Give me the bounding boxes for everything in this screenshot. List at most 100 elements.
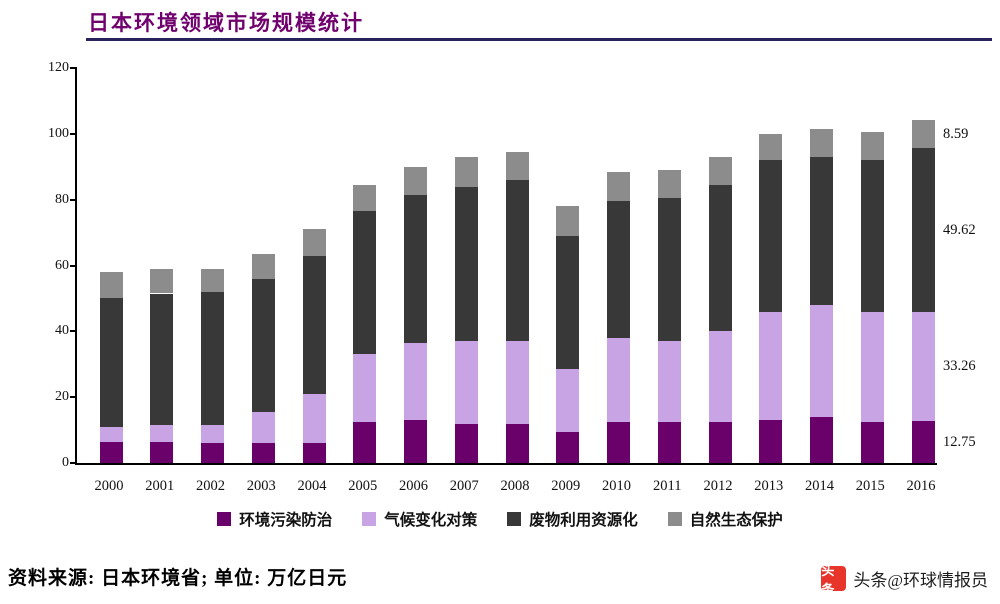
bar-segment bbox=[251, 411, 275, 444]
bar-segment bbox=[454, 186, 478, 342]
value-label: 49.62 bbox=[943, 221, 976, 238]
bar-segment bbox=[302, 393, 326, 444]
toutiao-logo-icon: 头条 bbox=[821, 563, 847, 597]
legend-label: 废物利用资源化 bbox=[529, 512, 638, 529]
legend-swatch bbox=[507, 512, 522, 526]
bar-segment bbox=[353, 421, 377, 463]
bar-segment bbox=[353, 211, 377, 355]
y-tick-mark bbox=[70, 264, 77, 267]
bar-segment bbox=[911, 311, 935, 422]
x-tick-label: 2016 bbox=[906, 478, 936, 494]
y-tick-mark bbox=[70, 198, 77, 201]
bar-segment bbox=[810, 156, 833, 305]
bar-segment bbox=[911, 421, 935, 463]
bar-segment bbox=[657, 341, 681, 422]
bar-segment bbox=[556, 235, 580, 370]
bar-segment bbox=[708, 156, 732, 185]
y-tick-label: 120 bbox=[48, 60, 69, 75]
x-tick-label: 2006 bbox=[399, 478, 428, 494]
legend-item: 废物利用资源化 bbox=[507, 508, 638, 530]
x-tick-label: 2007 bbox=[449, 478, 479, 494]
plot-area: 8.59 49.62 33.26 12.75 bbox=[70, 67, 976, 465]
bar-segment bbox=[556, 206, 580, 236]
value-label: 12.75 bbox=[943, 434, 976, 451]
bar-segment bbox=[810, 305, 833, 417]
legend-label: 自然生态保护 bbox=[689, 512, 783, 529]
legend: 环境污染防治 气候变化对策 废物利用资源化 自然生态保护 bbox=[0, 508, 1000, 530]
bar-segment bbox=[607, 421, 630, 463]
y-tick-label: 60 bbox=[55, 257, 69, 273]
bar-segment bbox=[860, 311, 884, 422]
bar-segment bbox=[99, 272, 123, 299]
bar-segment bbox=[657, 198, 681, 342]
bar-segment bbox=[556, 431, 580, 463]
x-tick-label: 2000 bbox=[94, 478, 124, 494]
legend-swatch bbox=[362, 512, 377, 526]
bar-segment bbox=[201, 443, 224, 463]
legend-item: 气候变化对策 bbox=[362, 508, 477, 530]
bar-segment bbox=[251, 253, 275, 279]
y-tick-mark bbox=[70, 330, 77, 333]
x-axis: 2000 2001 2002 2003 2004 2005 2006 2007 2008 2009… bbox=[75, 471, 955, 494]
bar-segment bbox=[860, 132, 884, 161]
x-tick-label: 2005 bbox=[348, 478, 378, 494]
bar-segment bbox=[404, 166, 427, 195]
x-tick-label: 2004 bbox=[297, 478, 327, 494]
x-tick-label: 2015 bbox=[855, 478, 885, 494]
bar-segment bbox=[759, 311, 783, 421]
x-tick-label: 2008 bbox=[500, 478, 530, 494]
value-label: 33.26 bbox=[943, 358, 976, 375]
bar-segment bbox=[607, 201, 630, 338]
x-tick-label: 2011 bbox=[653, 478, 682, 494]
x-tick-label: 2010 bbox=[602, 478, 631, 494]
bar-segment bbox=[150, 425, 174, 442]
bar-segment bbox=[657, 170, 681, 199]
y-tick-label: 20 bbox=[55, 389, 69, 405]
x-tick-label: 2003 bbox=[246, 478, 276, 494]
legend-label: 环境污染防治 bbox=[239, 512, 333, 529]
x-tick-label: 2012 bbox=[703, 478, 733, 494]
bar-segment bbox=[810, 128, 833, 157]
bar-segment bbox=[454, 341, 478, 424]
bar-segment bbox=[454, 156, 478, 187]
bar-segment bbox=[759, 160, 783, 312]
bar-segment bbox=[251, 278, 275, 412]
bar-segment bbox=[810, 416, 833, 463]
bar-segment bbox=[708, 184, 732, 332]
bar-segment bbox=[505, 179, 529, 342]
y-tick-label: 80 bbox=[55, 191, 69, 207]
bar-segment bbox=[404, 420, 427, 463]
bar-segment bbox=[657, 421, 681, 463]
bar-segment bbox=[251, 443, 275, 463]
legend-swatch bbox=[667, 512, 682, 526]
bar-segment bbox=[759, 420, 783, 463]
bar-segment bbox=[99, 426, 123, 442]
legend-item: 自然生态保护 bbox=[667, 508, 783, 530]
bar-segment bbox=[911, 119, 935, 149]
x-tick-label: 2002 bbox=[196, 478, 225, 494]
bar-segment bbox=[302, 443, 326, 463]
x-tick-label: 2013 bbox=[754, 478, 784, 494]
bar-segment bbox=[353, 354, 377, 422]
bar-segment bbox=[99, 298, 123, 427]
x-tick-label: 2001 bbox=[145, 478, 175, 494]
bar-segment bbox=[759, 133, 783, 161]
y-tick-mark bbox=[70, 67, 77, 69]
y-tick-label: 0 bbox=[62, 455, 69, 470]
x-tick-label: 2009 bbox=[551, 478, 581, 494]
bar-segment bbox=[708, 331, 732, 422]
title-underline bbox=[86, 38, 992, 41]
y-tick-label: 100 bbox=[48, 125, 69, 141]
bar-segment bbox=[505, 423, 529, 463]
bar-segment bbox=[150, 268, 174, 294]
bar-segment bbox=[150, 441, 174, 463]
y-tick-label: 40 bbox=[55, 323, 69, 339]
watermark-text: 头条@环球情报员 bbox=[853, 571, 988, 590]
legend-label: 气候变化对策 bbox=[384, 512, 478, 529]
bar-segment bbox=[404, 342, 427, 421]
bar-segment bbox=[708, 421, 732, 463]
bar-segment bbox=[607, 337, 630, 422]
bar-segment bbox=[302, 229, 326, 256]
bar-segment bbox=[99, 441, 123, 463]
bar-segment bbox=[556, 369, 580, 432]
